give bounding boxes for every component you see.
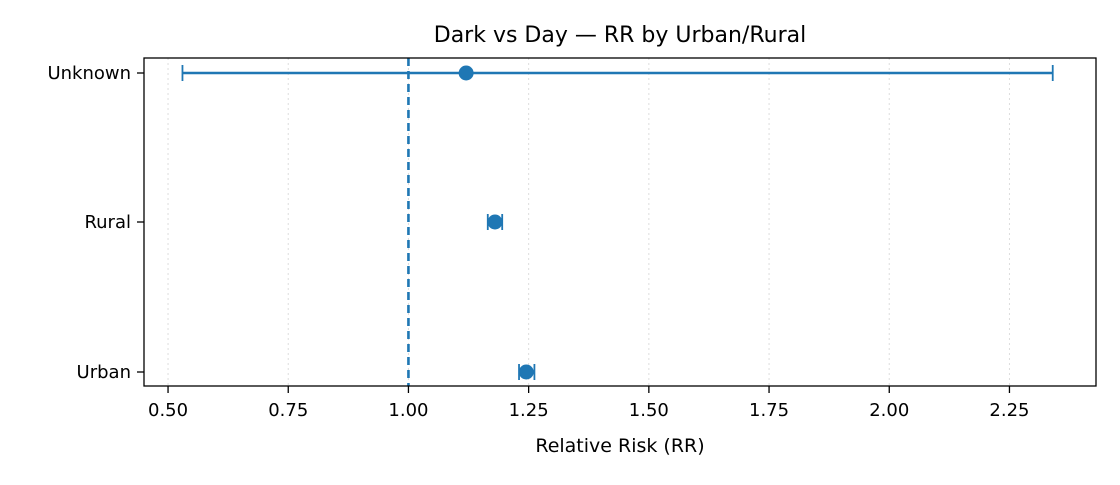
point-marker bbox=[518, 364, 534, 380]
x-tick-label: 1.75 bbox=[749, 400, 789, 421]
y-tick-label: Urban bbox=[77, 362, 131, 383]
y-axis-ticks: Unknown Rural Urban bbox=[47, 63, 144, 383]
grid-lines bbox=[167, 58, 1010, 386]
x-tick-label: 2.25 bbox=[989, 400, 1029, 421]
point-marker bbox=[458, 65, 474, 81]
y-tick-label: Rural bbox=[84, 212, 131, 233]
data-series bbox=[181, 65, 1054, 380]
chart-title: Dark vs Day — RR by Urban/Rural bbox=[434, 23, 806, 48]
x-tick-label: 0.50 bbox=[148, 400, 188, 421]
x-tick-label: 1.00 bbox=[388, 400, 428, 421]
point-marker bbox=[487, 214, 503, 230]
y-tick-label: Unknown bbox=[47, 63, 131, 84]
x-tick-label: 0.75 bbox=[268, 400, 308, 421]
x-tick-label: 2.00 bbox=[869, 400, 909, 421]
x-tick-label: 1.50 bbox=[629, 400, 669, 421]
x-axis-ticks: 0.50 0.75 1.00 1.25 1.50 1.75 2.00 2.25 bbox=[148, 386, 1029, 421]
x-axis-title: Relative Risk (RR) bbox=[535, 435, 704, 457]
plot-frame bbox=[143, 57, 1097, 387]
x-tick-label: 1.25 bbox=[509, 400, 549, 421]
